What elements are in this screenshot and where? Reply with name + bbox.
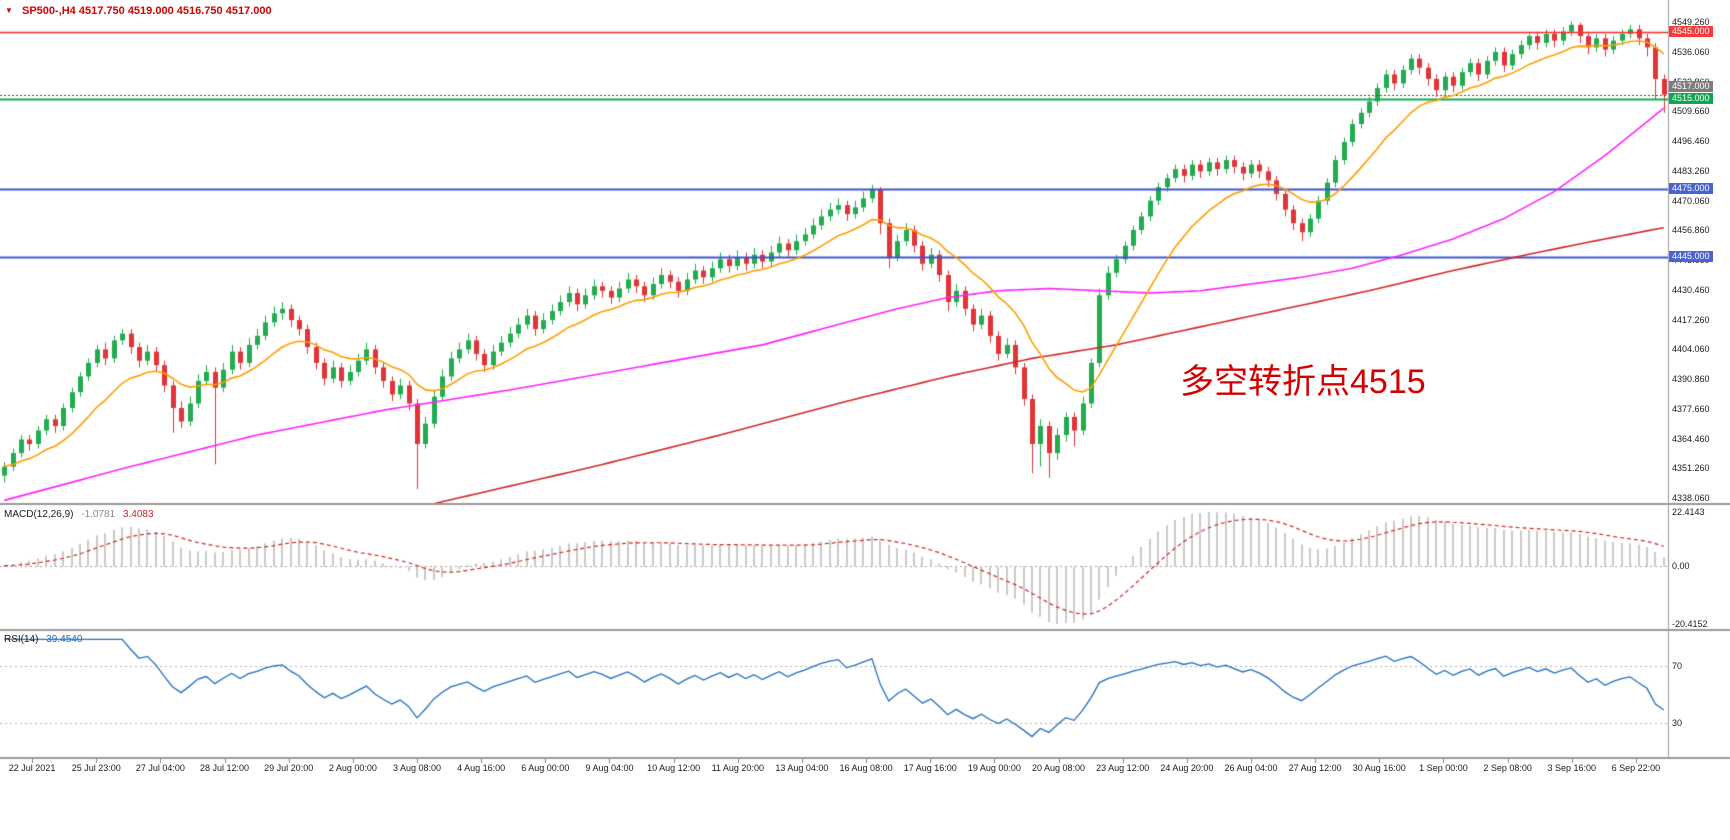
macd-name: MACD(12,26,9) bbox=[4, 509, 74, 520]
macd-axis[interactable]: 22.4143 0.00 -20.4152 bbox=[1668, 505, 1730, 629]
date-tick-label: 19 Aug 00:00 bbox=[967, 763, 1021, 773]
macd-tick-label: 0.00 bbox=[1672, 560, 1690, 571]
date-tick-label: 27 Jul 04:00 bbox=[135, 763, 185, 773]
symbol-dropdown-icon[interactable]: ▼ bbox=[5, 6, 13, 15]
price-tick-label: 4377.660 bbox=[1672, 403, 1710, 414]
rsi-level-label: 70 bbox=[1672, 660, 1683, 671]
chart-title: ▼ SP500-,H4 4517.750 4519.000 4516.750 4… bbox=[5, 5, 272, 17]
date-tick-label: 3 Aug 08:00 bbox=[392, 763, 442, 773]
price-tick-label: 4390.860 bbox=[1672, 374, 1710, 384]
price-tick-label: 4549.260 bbox=[1672, 17, 1710, 27]
ohlc-open: 4517.750 bbox=[78, 5, 125, 17]
rsi-value: 39.4540 bbox=[46, 634, 83, 645]
macd-signal-value: 3.4083 bbox=[122, 509, 154, 520]
date-tick-label: 22 Jul 2021 bbox=[8, 763, 56, 773]
date-axis[interactable]: 22 Jul 2021 25 Jul 23:00 27 Jul 04:00 28 Ju… bbox=[0, 760, 1668, 778]
rsi-indicator-label: RSI(14) 39.4540 bbox=[4, 634, 82, 645]
date-tick-label: 9 Aug 04:00 bbox=[585, 763, 634, 773]
date-tick-label: 25 Jul 23:00 bbox=[71, 763, 121, 773]
date-tick-label: 3 Sep 16:00 bbox=[1547, 763, 1597, 773]
date-tick-label: 28 Jul 12:00 bbox=[200, 763, 250, 773]
price-tick-label: 4417.260 bbox=[1672, 314, 1710, 325]
date-tick-label: 30 Aug 16:00 bbox=[1352, 763, 1406, 773]
price-line-badge: 4515.000 bbox=[1669, 93, 1713, 105]
price-line-badge: 4445.000 bbox=[1669, 250, 1713, 262]
price-tick-label: 4430.460 bbox=[1672, 284, 1710, 295]
date-tick-label: 23 Aug 12:00 bbox=[1096, 763, 1150, 773]
date-tick-label: 1 Sep 00:00 bbox=[1419, 763, 1468, 773]
date-tick-label: 29 Jul 20:00 bbox=[264, 763, 314, 773]
price-tick-label: 4536.060 bbox=[1672, 46, 1710, 57]
price-tick-label: 4470.060 bbox=[1672, 195, 1710, 206]
ohlc-high: 4519.000 bbox=[127, 5, 174, 17]
date-tick-label: 20 Aug 08:00 bbox=[1032, 763, 1086, 773]
ohlc-low: 4516.750 bbox=[176, 5, 223, 17]
date-tick-label: 2 Aug 00:00 bbox=[328, 763, 377, 773]
date-tick-label: 2 Sep 08:00 bbox=[1483, 763, 1532, 773]
chart-annotation-text: 多空转折点4515 bbox=[1180, 363, 1426, 401]
date-tick-label: 6 Sep 22:00 bbox=[1611, 763, 1661, 773]
rsi-level-label: 30 bbox=[1672, 718, 1683, 729]
date-tick-label: 10 Aug 12:00 bbox=[647, 763, 701, 773]
price-tick-label: 4456.860 bbox=[1672, 225, 1710, 236]
price-tick-label: 4338.060 bbox=[1672, 493, 1710, 503]
date-tick-label: 13 Aug 04:00 bbox=[775, 763, 829, 773]
date-tick-label: 27 Aug 12:00 bbox=[1288, 763, 1342, 773]
price-tick-label: 4496.460 bbox=[1672, 136, 1710, 146]
date-tick-label: 11 Aug 20:00 bbox=[711, 763, 764, 773]
ohlc-close: 4517.000 bbox=[225, 5, 272, 17]
macd-indicator-label: MACD(12,26,9) -1.0781 3.4083 bbox=[4, 509, 154, 520]
price-tick-label: 4404.060 bbox=[1672, 344, 1710, 355]
rsi-axis[interactable]: 70 30 bbox=[1668, 631, 1730, 757]
price-line-badge: 4475.000 bbox=[1669, 183, 1713, 195]
date-tick-label: 16 Aug 08:00 bbox=[839, 763, 893, 773]
price-tick-label: 4351.260 bbox=[1672, 463, 1710, 474]
symbol-period-label: SP500-,H4 bbox=[21, 5, 76, 17]
price-tick-label: 4509.660 bbox=[1672, 106, 1710, 117]
macd-main-value: -1.0781 bbox=[81, 509, 116, 520]
date-tick-label: 24 Aug 20:00 bbox=[1160, 763, 1214, 773]
price-tick-label: 4483.260 bbox=[1672, 165, 1710, 176]
price-tick-label: 4364.460 bbox=[1672, 433, 1710, 444]
date-tick-label: 26 Aug 04:00 bbox=[1224, 763, 1278, 773]
date-tick-label: 17 Aug 16:00 bbox=[903, 763, 957, 773]
date-tick-label: 4 Aug 16:00 bbox=[457, 763, 506, 773]
price-axis[interactable]: 4549.2604536.0604522.8604509.6604496.460… bbox=[1668, 0, 1730, 758]
rsi-name: RSI(14) bbox=[4, 634, 39, 645]
price-line-badge: 4517.000 bbox=[1669, 81, 1713, 93]
macd-tick-label: -20.4152 bbox=[1672, 619, 1708, 629]
price-line-badge: 4545.000 bbox=[1669, 25, 1713, 37]
macd-tick-label: 22.4143 bbox=[1672, 507, 1705, 517]
date-tick-label: 6 Aug 00:00 bbox=[521, 763, 570, 773]
